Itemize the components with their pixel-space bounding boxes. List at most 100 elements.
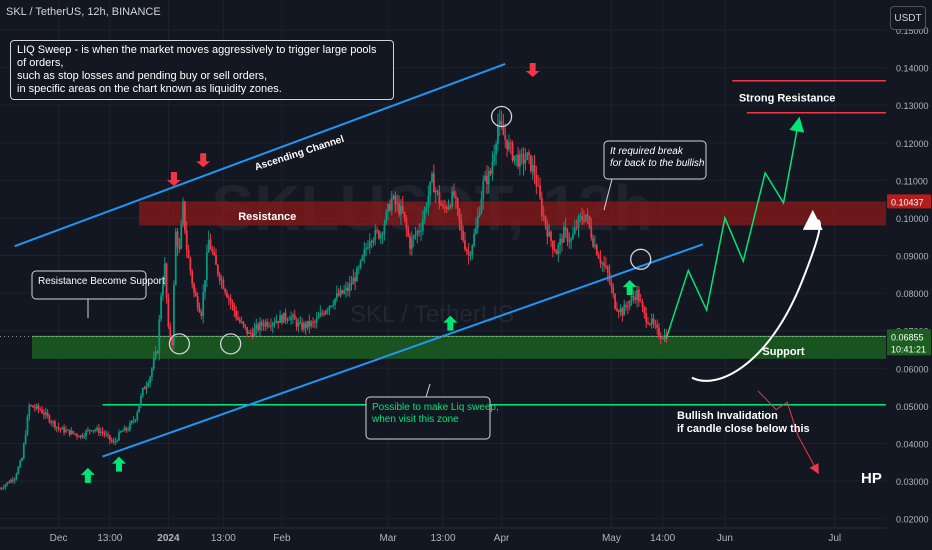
candle-body bbox=[348, 283, 351, 291]
candle-body bbox=[52, 421, 54, 423]
candle-body bbox=[617, 310, 620, 313]
candle-body bbox=[257, 324, 260, 330]
candle-body bbox=[539, 185, 541, 198]
bullish-arrow-icon bbox=[443, 315, 458, 331]
candle-body bbox=[581, 216, 584, 220]
candle-body bbox=[551, 240, 554, 250]
candle-body bbox=[72, 430, 75, 434]
symbol-title[interactable]: SKL / TetherUS, 12h, BINANCE bbox=[6, 6, 161, 18]
price-tick-label: 0.14000 bbox=[896, 64, 929, 74]
liq-note-line: Possible to make Liq sweep, bbox=[372, 402, 499, 413]
candle-body bbox=[403, 211, 406, 219]
invalidation-path bbox=[757, 390, 819, 475]
candle-body bbox=[515, 154, 518, 156]
candle-body bbox=[526, 152, 529, 160]
candle-body bbox=[489, 170, 492, 174]
candle-body bbox=[337, 293, 340, 296]
candle-body bbox=[564, 226, 567, 231]
candle-body bbox=[637, 289, 640, 302]
candle-body bbox=[282, 312, 285, 323]
rbs-note-line: Resistance Become Support bbox=[38, 276, 165, 287]
candle-body bbox=[295, 319, 298, 327]
candle-body bbox=[334, 298, 336, 305]
bullish-arrow-icon bbox=[111, 456, 126, 472]
candle-body bbox=[39, 409, 42, 411]
resistance-price-tag bbox=[887, 194, 931, 209]
candle-body bbox=[224, 288, 227, 293]
candle-body bbox=[105, 434, 108, 436]
candle-body bbox=[376, 229, 378, 231]
candle-body bbox=[647, 322, 649, 324]
candle-body bbox=[586, 214, 589, 217]
bullish-projection-path bbox=[665, 116, 805, 339]
candle-body bbox=[90, 430, 93, 432]
candle-body bbox=[533, 165, 536, 176]
price-tick-label: 0.05000 bbox=[896, 402, 929, 412]
touch-circle bbox=[220, 333, 242, 355]
candle-body bbox=[248, 332, 250, 334]
candle-body bbox=[97, 427, 100, 434]
candle-body bbox=[191, 270, 194, 284]
candle-body bbox=[204, 279, 206, 293]
candle-body bbox=[264, 321, 267, 327]
candle-body bbox=[183, 201, 186, 231]
time-tick-label: 2024 bbox=[157, 533, 180, 544]
candle-body bbox=[134, 419, 137, 421]
candle-body bbox=[0, 488, 1, 490]
candle-body bbox=[597, 254, 600, 259]
candle-body bbox=[306, 320, 309, 328]
candle-body bbox=[467, 251, 470, 256]
candle-body bbox=[343, 290, 346, 294]
candle-body bbox=[398, 203, 400, 215]
candle-body bbox=[513, 155, 516, 161]
candle-body bbox=[370, 241, 373, 243]
candle-body bbox=[260, 322, 263, 326]
candle-body bbox=[275, 320, 278, 323]
candle-body bbox=[410, 238, 413, 249]
candle-body bbox=[59, 428, 62, 430]
candle-body bbox=[594, 244, 596, 247]
candle-body bbox=[396, 203, 399, 205]
candle-body bbox=[652, 318, 655, 324]
candle-body bbox=[405, 218, 408, 229]
candle-body bbox=[509, 142, 512, 144]
candle-body bbox=[171, 337, 173, 346]
candle-body bbox=[427, 195, 430, 208]
candle-body bbox=[346, 287, 349, 291]
candle-body bbox=[312, 321, 314, 323]
candle-body bbox=[440, 203, 443, 206]
candle-body bbox=[319, 312, 322, 317]
candle-body bbox=[412, 235, 415, 239]
candle-body bbox=[550, 231, 552, 241]
candle-body bbox=[326, 309, 329, 311]
candle-body bbox=[41, 409, 44, 414]
candle-body bbox=[138, 405, 141, 413]
candle-body bbox=[182, 201, 184, 225]
candle-body bbox=[180, 224, 183, 249]
candle-body bbox=[4, 484, 7, 488]
candle-body bbox=[187, 249, 190, 258]
candle-body bbox=[520, 154, 523, 156]
candle-body bbox=[460, 221, 463, 231]
candle-body bbox=[595, 244, 598, 255]
candle-body bbox=[654, 323, 657, 325]
candle-body bbox=[152, 357, 155, 369]
candle-body bbox=[612, 287, 615, 295]
price-tick-label: 0.08000 bbox=[896, 289, 929, 299]
candle-body bbox=[251, 333, 254, 337]
candle-body bbox=[619, 308, 622, 313]
currency-button[interactable]: USDT bbox=[890, 6, 926, 30]
candle-body bbox=[630, 295, 633, 301]
candle-body bbox=[394, 195, 397, 205]
liq-note-box bbox=[365, 396, 491, 440]
candle-body bbox=[255, 324, 258, 329]
time-tick-label: 13:00 bbox=[97, 533, 122, 544]
candle-body bbox=[498, 120, 501, 125]
candle-body bbox=[451, 191, 454, 207]
candle-body bbox=[418, 230, 421, 232]
candle-body bbox=[432, 173, 435, 193]
resistance-zone bbox=[139, 201, 886, 226]
candle-body bbox=[301, 322, 303, 330]
candle-body bbox=[625, 304, 627, 307]
